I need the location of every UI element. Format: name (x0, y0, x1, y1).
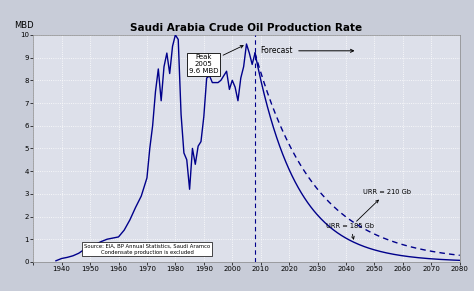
Title: Saudi Arabia Crude Oil Production Rate: Saudi Arabia Crude Oil Production Rate (130, 23, 363, 33)
Text: URR = 185 Gb: URR = 185 Gb (326, 223, 374, 239)
Text: MBD: MBD (14, 21, 34, 30)
Text: Peak
2005
9.6 MBD: Peak 2005 9.6 MBD (189, 46, 243, 74)
Text: Source: EIA, BP Annual Statistics, Saudi Aramco
Condensate production is exclude: Source: EIA, BP Annual Statistics, Saudi… (84, 244, 210, 255)
Text: Forecast: Forecast (261, 46, 354, 55)
Text: URR = 210 Gb: URR = 210 Gb (356, 189, 411, 221)
